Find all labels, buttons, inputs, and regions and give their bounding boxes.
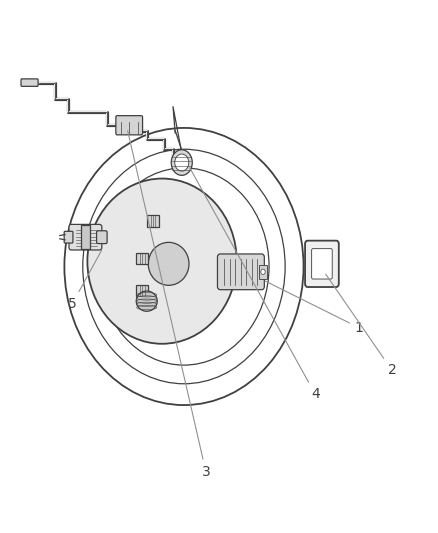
Text: 1: 1 xyxy=(265,281,364,335)
Ellipse shape xyxy=(87,179,237,344)
FancyBboxPatch shape xyxy=(64,231,73,243)
FancyBboxPatch shape xyxy=(116,116,142,135)
FancyBboxPatch shape xyxy=(136,285,148,296)
FancyBboxPatch shape xyxy=(69,224,102,250)
FancyBboxPatch shape xyxy=(305,241,339,287)
Text: 5: 5 xyxy=(68,251,102,311)
FancyBboxPatch shape xyxy=(96,231,107,244)
FancyBboxPatch shape xyxy=(81,225,90,249)
Text: 4: 4 xyxy=(190,168,320,401)
Text: 3: 3 xyxy=(127,131,210,479)
FancyBboxPatch shape xyxy=(311,248,332,279)
FancyBboxPatch shape xyxy=(136,253,148,264)
FancyBboxPatch shape xyxy=(147,215,159,227)
FancyBboxPatch shape xyxy=(217,254,265,290)
Ellipse shape xyxy=(148,243,189,285)
Text: 2: 2 xyxy=(326,274,396,377)
Circle shape xyxy=(175,154,189,171)
Circle shape xyxy=(171,150,192,175)
FancyBboxPatch shape xyxy=(259,265,267,279)
Circle shape xyxy=(261,269,265,274)
FancyBboxPatch shape xyxy=(21,79,38,86)
Ellipse shape xyxy=(136,291,157,311)
